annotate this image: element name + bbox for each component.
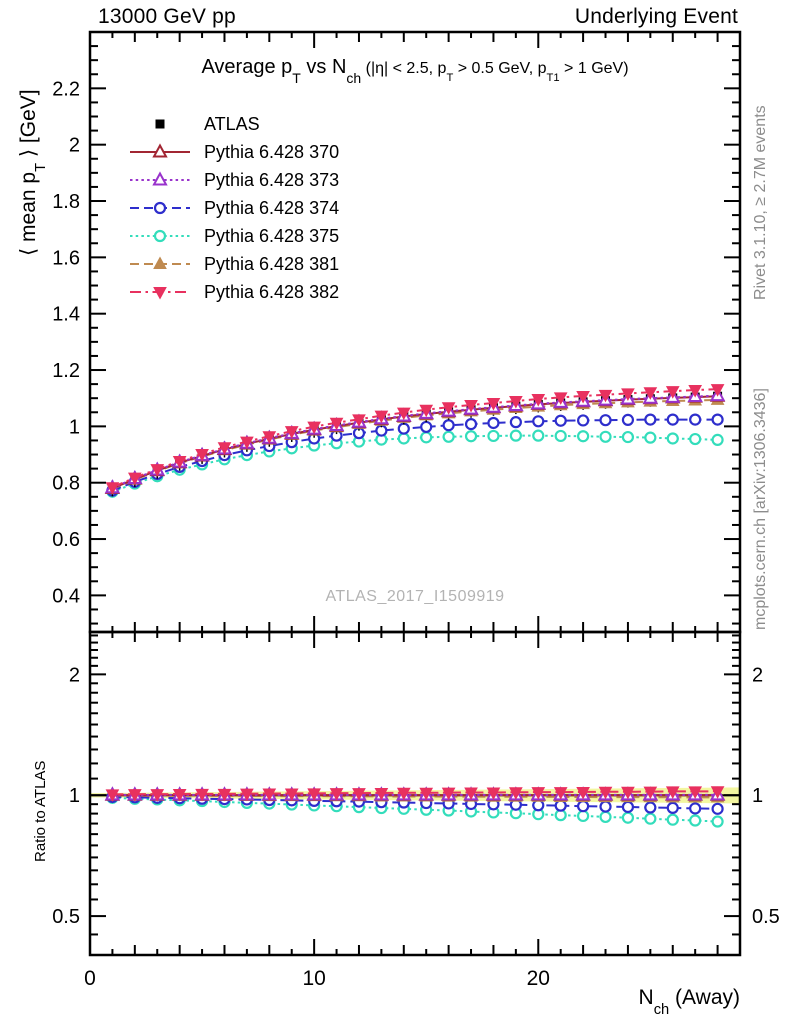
legend-item: Pythia 6.428 370	[128, 138, 339, 166]
legend-marker-icon	[130, 287, 190, 300]
legend-label: ATLAS	[204, 113, 260, 134]
main-panel-series	[104, 384, 726, 498]
legend-label: Pythia 6.428 374	[204, 197, 340, 218]
ratio-y-ticks: 0.5 0.5 1 1 2 2	[52, 634, 780, 936]
main-y-tick-label: 0.4	[52, 585, 80, 607]
legend-label: Pythia 6.428 375	[204, 225, 340, 246]
main-y-tick-label: 1.6	[52, 247, 80, 269]
legend-marker-icon	[130, 229, 190, 243]
main-y-tick-label: 1.8	[52, 191, 80, 213]
ratio-y-tick-label: 1	[69, 785, 80, 807]
ratio-y-tick-label-right: 2	[752, 664, 763, 686]
x-tick-label: 20	[527, 967, 550, 990]
title-main: Average pT vs Nch	[201, 56, 362, 86]
title-cuts: (|η| < 2.5, pT > 0.5 GeV, pT1 > 1 GeV)	[361, 60, 629, 85]
ratio-y-tick-label-right: 0.5	[752, 906, 780, 928]
ratio-y-tick-label: 0.5	[52, 906, 80, 928]
legend-label: Pythia 6.428 381	[204, 253, 340, 274]
series-line	[112, 796, 718, 823]
main-y-tick-label: 1	[69, 416, 80, 438]
analysis-id-watermark: ATLAS_2017_I1509919	[325, 588, 505, 605]
x-axis-label: Nch (Away)	[638, 986, 740, 1019]
series-line	[112, 795, 718, 810]
main-y-tick-label: 2	[69, 135, 80, 157]
mcplots-credit-text: mcplots.cern.ch [arXiv:1306.3436]	[752, 388, 769, 630]
legend: ATLAS Pythia 6.428 370 Pythia 6.428 373 …	[128, 110, 339, 306]
main-y-axis-label: ⟨ mean pT ⟩ [GeV]	[17, 89, 50, 256]
legend-marker-icon	[130, 171, 190, 186]
ratio-y-tick-label: 2	[69, 664, 80, 686]
series-line	[112, 398, 718, 490]
header-beam-energy: 13000 GeV pp	[98, 5, 236, 28]
rivet-version-text: Rivet 3.1.10, ≥ 2.7M events	[752, 105, 769, 300]
legend-item: Pythia 6.428 375	[128, 222, 339, 250]
header-analysis-group: Underlying Event	[574, 5, 738, 28]
legend-item: Pythia 6.428 373	[128, 166, 339, 194]
legend-marker-icon	[130, 201, 190, 215]
ratio-panel-frame	[88, 630, 742, 957]
legend-item: ATLAS	[128, 110, 339, 138]
legend-label: Pythia 6.428 370	[204, 141, 340, 162]
main-y-ticks: 0.4 0.6 0.8 1 1.2 1.4 1.6 1.8 2 2.2	[52, 45, 740, 625]
legend-marker-icon	[130, 256, 190, 269]
legend-item: Pythia 6.428 374	[128, 194, 339, 222]
x-ticks: 0 10 20	[84, 32, 719, 990]
series-line	[112, 418, 718, 492]
ratio-panel-series	[104, 786, 726, 828]
main-y-tick-label: 1.2	[52, 360, 80, 382]
legend-label: Pythia 6.428 373	[204, 169, 340, 190]
x-tick-label: 0	[84, 967, 96, 990]
legend-item: Pythia 6.428 382	[128, 278, 339, 306]
plot-frames	[88, 30, 742, 957]
plot-title: Average pT vs Nch (|η| < 2.5, pT > 0.5 G…	[90, 56, 740, 86]
main-y-tick-label: 1.4	[52, 304, 80, 326]
main-y-tick-label: 0.8	[52, 473, 80, 495]
legend-marker-icon	[155, 119, 165, 129]
series-line	[112, 790, 718, 796]
x-tick-label: 10	[302, 967, 325, 990]
ratio-y-tick-label-right: 1	[752, 785, 763, 807]
series-line	[112, 394, 718, 489]
ratio-y-axis-label: Ratio to ATLAS	[32, 760, 49, 862]
main-y-tick-label: 0.6	[52, 529, 80, 551]
legend-item: Pythia 6.428 381	[128, 250, 339, 278]
legend-label: Pythia 6.428 382	[204, 281, 340, 302]
series-line	[112, 388, 718, 489]
legend-marker-icon	[130, 143, 190, 158]
series-line	[112, 434, 718, 493]
main-y-tick-label: 2.2	[52, 78, 80, 100]
